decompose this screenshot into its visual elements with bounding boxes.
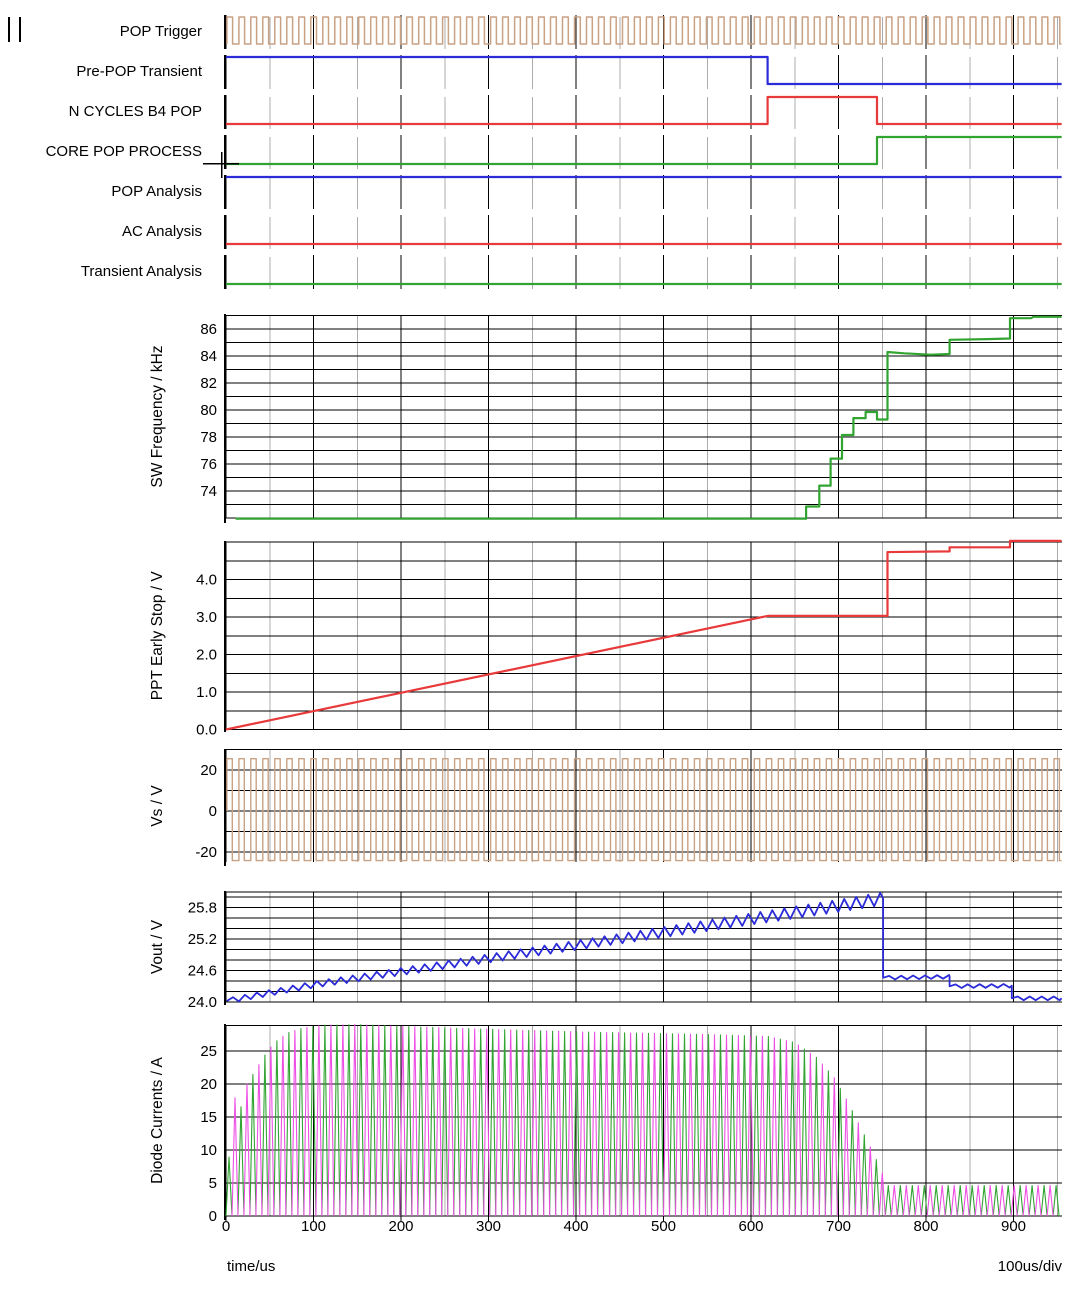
trace-sw-frequency bbox=[235, 315, 1062, 520]
y-axis-title: SW Frequency / kHz bbox=[149, 345, 166, 487]
x-tick-label: 700 bbox=[826, 1218, 851, 1235]
y-tick-label: 20 bbox=[200, 1076, 217, 1093]
y-tick-label: 1.0 bbox=[196, 684, 217, 701]
x-tick-label: 900 bbox=[1001, 1218, 1026, 1235]
cursor-crosshair bbox=[203, 152, 239, 178]
trace-diode-current-2 bbox=[231, 1024, 1054, 1217]
y-tick-label: 10 bbox=[200, 1142, 217, 1159]
y-tick-label: 74 bbox=[200, 483, 217, 500]
x-tick-label: 100 bbox=[301, 1218, 326, 1235]
panel-vs: 20 0 -20 Vs / V bbox=[149, 749, 1062, 866]
digital-row-core-pop-process: CORE POP PROCESS bbox=[46, 135, 1062, 169]
x-tick-label: 400 bbox=[563, 1218, 588, 1235]
digital-row-label: N CYCLES B4 POP bbox=[69, 103, 202, 120]
y-tick-label: 80 bbox=[200, 402, 217, 419]
x-tick-label: 300 bbox=[476, 1218, 501, 1235]
signal-trace bbox=[226, 95, 1062, 126]
x-tick-label: 200 bbox=[388, 1218, 413, 1235]
trace-vs bbox=[226, 758, 1062, 862]
y-axis-title: Diode Currents / A bbox=[149, 1057, 166, 1184]
trace-ppt-early-stop bbox=[225, 539, 1062, 731]
digital-row-ac-analysis: AC Analysis bbox=[122, 215, 1062, 249]
digital-row-transient-analysis: Transient Analysis bbox=[81, 255, 1062, 289]
y-tick-label: 5 bbox=[209, 1175, 217, 1192]
digital-row-label: POP Trigger bbox=[120, 23, 202, 40]
digital-row-pop-analysis: POP Analysis bbox=[111, 175, 1062, 209]
x-axis: 0 100 200 300 400 500 600 700 800 900 bbox=[222, 1216, 1026, 1235]
y-axis-title: Vs / V bbox=[149, 785, 166, 827]
y-axis-title: Vout / V bbox=[149, 919, 166, 974]
y-tick-label: 20 bbox=[200, 762, 217, 779]
y-tick-label: 3.0 bbox=[196, 609, 217, 626]
x-tick-label: 500 bbox=[651, 1218, 676, 1235]
panel-ppt-early-stop: 0.0 1.0 2.0 3.0 4.0 PPT Early Stop / V bbox=[149, 539, 1062, 739]
digital-row-pop-trigger: POP Trigger bbox=[120, 15, 1062, 49]
signal-trace bbox=[226, 135, 1062, 166]
digital-row-label: POP Analysis bbox=[111, 183, 202, 200]
y-tick-label: 76 bbox=[200, 456, 217, 473]
y-tick-label: 24.6 bbox=[188, 963, 217, 980]
y-tick-label: 84 bbox=[200, 348, 217, 365]
signal-trace bbox=[226, 55, 1062, 86]
y-tick-label: 82 bbox=[200, 375, 217, 392]
panel-vout: 24.0 24.6 25.2 25.8 Vout / V bbox=[149, 891, 1063, 1011]
y-tick-label: 24.0 bbox=[188, 994, 217, 1011]
x-tick-label: 0 bbox=[222, 1218, 230, 1235]
y-axis-title: PPT Early Stop / V bbox=[149, 571, 166, 701]
y-tick-label: -20 bbox=[195, 844, 217, 861]
signal-trace-pop-trigger bbox=[226, 16, 1062, 45]
y-tick-label: 86 bbox=[200, 321, 217, 338]
x-axis-scale-label: 100us/div bbox=[997, 1258, 1062, 1275]
digital-row-label: Transient Analysis bbox=[81, 263, 202, 280]
digital-row-label: AC Analysis bbox=[122, 223, 202, 240]
y-tick-label: 15 bbox=[200, 1109, 217, 1126]
digital-row-pre-pop-transient: Pre-POP Transient bbox=[76, 55, 1062, 89]
x-axis-unit-label: time/us bbox=[227, 1258, 276, 1275]
y-tick-label: 2.0 bbox=[196, 647, 217, 664]
x-tick-label: 600 bbox=[738, 1218, 763, 1235]
digital-timing-panel: POP Trigger Pre-POP Transient N CYCLES B4 … bbox=[46, 15, 1062, 289]
y-tick-label: 0 bbox=[209, 1208, 217, 1225]
digital-row-label: Pre-POP Transient bbox=[76, 63, 202, 80]
y-tick-label: 25 bbox=[200, 1043, 217, 1060]
x-tick-label: 800 bbox=[913, 1218, 938, 1235]
trace-vout bbox=[226, 891, 1063, 1003]
panel-diode-currents: 0 5 10 15 20 25 Diode Currents / A bbox=[149, 1024, 1062, 1225]
trace-diode-current-1 bbox=[225, 1024, 1060, 1217]
y-tick-label: 4.0 bbox=[196, 572, 217, 589]
y-tick-label: 25.8 bbox=[188, 900, 217, 917]
digital-row-label: CORE POP PROCESS bbox=[46, 143, 202, 160]
y-tick-label: 25.2 bbox=[188, 931, 217, 948]
digital-row-n-cycles-b4-pop: N CYCLES B4 POP bbox=[69, 95, 1062, 129]
y-tick-label: 0.0 bbox=[196, 722, 217, 739]
pause-icon bbox=[8, 17, 21, 42]
y-tick-label: 78 bbox=[200, 429, 217, 446]
y-tick-label: 0 bbox=[209, 803, 217, 820]
panel-sw-frequency: 74 76 78 80 82 84 86 SW Frequency / kHz bbox=[149, 314, 1062, 523]
